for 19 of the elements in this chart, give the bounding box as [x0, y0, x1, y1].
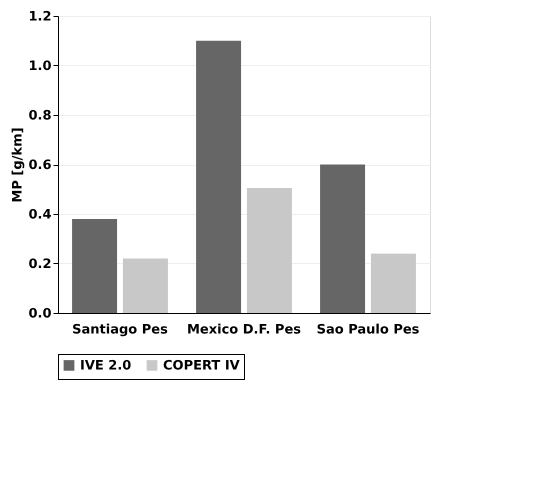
y-tick-label: 0.6 [28, 158, 52, 173]
bar [370, 254, 416, 313]
bar [196, 40, 242, 313]
y-tick-label: 0.0 [28, 306, 52, 322]
x-tick-label: Santiago Pes [72, 322, 168, 338]
bar [122, 258, 168, 313]
bar [72, 218, 118, 313]
y-tick-label: 1.0 [28, 59, 52, 74]
bar [320, 164, 366, 313]
y-tick-label: 1.2 [28, 10, 52, 24]
y-tick-label: 0.4 [28, 208, 52, 222]
y-tick-label: 0.8 [28, 108, 52, 124]
legend-label: COPERT IV [163, 358, 240, 374]
x-tick-label: Sao Paulo Pes [316, 322, 420, 338]
y-tick-label: 0.2 [28, 257, 52, 272]
y-axis-title: MP [g/km] [10, 127, 26, 203]
bar [246, 188, 292, 313]
legend-label: IVE 2.0 [80, 358, 132, 374]
x-tick-label: Mexico D.F. Pes [186, 322, 302, 338]
